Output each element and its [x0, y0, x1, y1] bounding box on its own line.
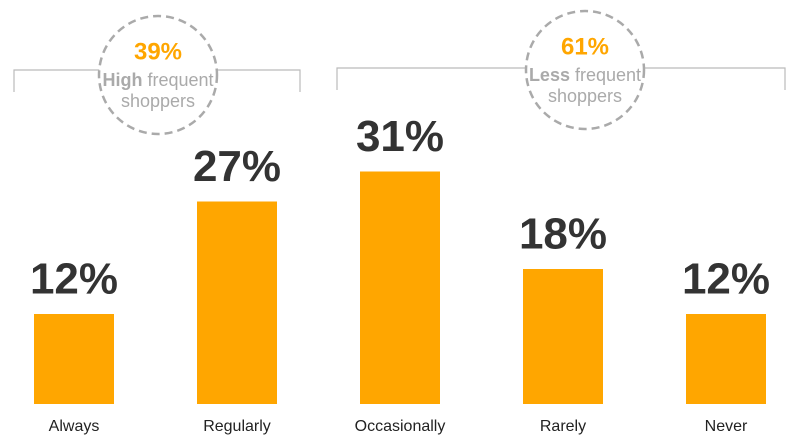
group-circle: [97, 14, 219, 136]
group-text: frequent: [147, 70, 213, 90]
group-label-2: shoppers: [548, 86, 622, 106]
group-emphasis: High: [102, 70, 142, 90]
x-tick-label: Never: [705, 418, 748, 435]
group-label: High frequent: [102, 70, 213, 90]
value-label: 12%: [30, 255, 118, 304]
group-text: frequent: [575, 65, 641, 85]
group-label: Less frequent: [529, 65, 641, 85]
group-emphasis: Less: [529, 65, 570, 85]
bar: [686, 314, 766, 404]
value-label: 31%: [356, 112, 444, 161]
x-tick-label: Rarely: [540, 418, 586, 435]
bar: [360, 171, 440, 404]
group-circle: [524, 9, 646, 131]
group-share: 61%: [561, 33, 609, 60]
x-tick-label: Occasionally: [355, 418, 446, 435]
x-tick-label: Always: [49, 418, 100, 435]
bar: [34, 314, 114, 404]
x-tick-label: Regularly: [203, 418, 271, 435]
group-label-2: shoppers: [121, 91, 195, 111]
bar: [197, 201, 277, 404]
group-share: 39%: [134, 38, 182, 65]
value-label: 18%: [519, 210, 607, 259]
value-label: 27%: [193, 142, 281, 191]
value-label: 12%: [682, 255, 770, 304]
bar: [523, 269, 603, 404]
